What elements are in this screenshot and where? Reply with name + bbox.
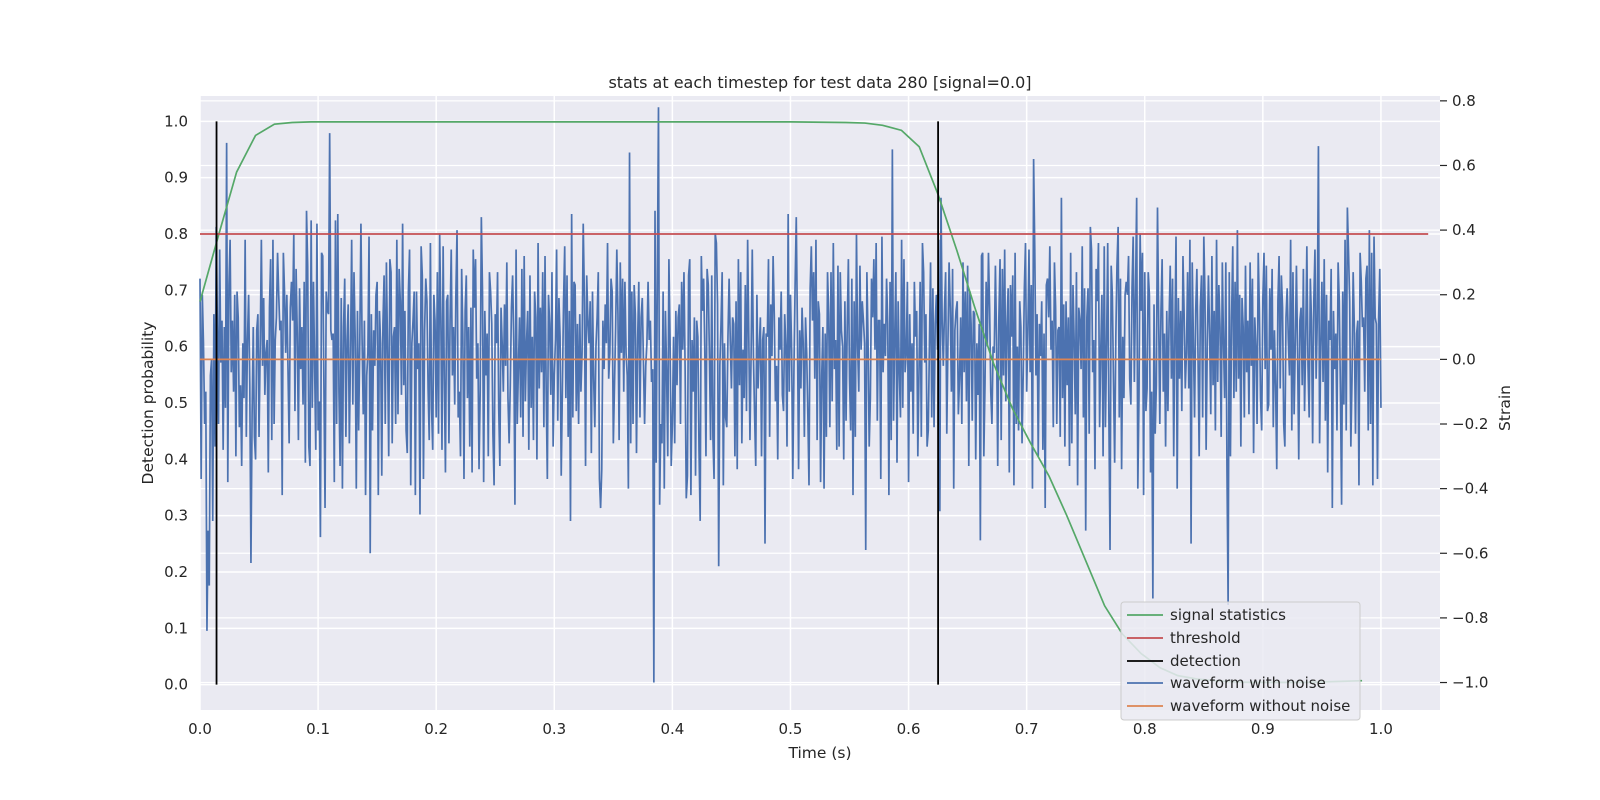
y2-tick-label: −0.4 [1452, 480, 1488, 498]
y2-tick-label: 0.0 [1452, 350, 1476, 368]
y2-tick-label: −0.2 [1452, 415, 1488, 433]
legend-item-detection: detection [1127, 652, 1241, 670]
x-tick-label: 0.1 [306, 720, 330, 738]
y2-tick-label: 0.6 [1452, 156, 1476, 174]
x-tick-label: 0.0 [188, 720, 212, 738]
legend-item-waveform-without-noise: waveform without noise [1127, 697, 1350, 715]
chart-title: stats at each timestep for test data 280… [608, 73, 1031, 92]
y2-tick-label: 0.2 [1452, 286, 1476, 304]
series-line-waveform-with-noise [199, 107, 1382, 683]
y2-tick-label: −0.8 [1452, 609, 1488, 627]
x-tick-label: 1.0 [1369, 720, 1393, 738]
y-tick-label: 0.7 [164, 281, 188, 299]
x-tick-label: 0.7 [1015, 720, 1039, 738]
legend-box [1120, 601, 1361, 721]
x-tick-label: 0.8 [1133, 720, 1157, 738]
y2-tick-label: −1.0 [1452, 674, 1488, 692]
x-tick-label: 0.3 [542, 720, 566, 738]
legend-label-waveform-without-noise: waveform without noise [1170, 697, 1350, 715]
y-tick-label: 0.5 [164, 394, 188, 412]
legend-item-threshold: threshold [1127, 629, 1241, 647]
x-tick-label: 0.6 [897, 720, 921, 738]
y2-tick-label: 0.4 [1452, 221, 1476, 239]
y2-axis-ticks: −1.0 −0.8 −0.6 −0.4 −0.2 0.0 0.2 0.4 0.6 0.8 [1440, 92, 1488, 692]
legend-item-signal-statistics: signal statistics [1127, 606, 1286, 624]
y-tick-label: 1.0 [164, 112, 188, 130]
legend-label-detection: detection [1170, 652, 1241, 670]
y-tick-label: 0.6 [164, 338, 188, 356]
x-axis-ticks: 0.0 0.1 0.2 0.3 0.4 0.5 0.6 0.7 0.8 0.9 1.0 [188, 720, 1393, 738]
y-tick-label: 0.3 [164, 507, 188, 525]
x-tick-label: 0.4 [660, 720, 684, 738]
legend-label-signal-statistics: signal statistics [1170, 606, 1286, 624]
legend-label-waveform-with-noise: waveform with noise [1170, 674, 1326, 692]
y-tick-label: 0.1 [164, 619, 188, 637]
y-axis-ticks: 0.0 0.1 0.2 0.3 0.4 0.5 0.6 0.7 0.8 0.9 1.0 [164, 112, 188, 693]
legend-item-waveform-with-noise: waveform with noise [1127, 674, 1326, 692]
detection-lines [215, 121, 939, 685]
y-tick-label: 0.9 [164, 169, 188, 187]
x-axis-label: Time (s) [787, 744, 851, 762]
y-tick-label: 0.8 [164, 225, 188, 243]
x-tick-label: 0.2 [424, 720, 448, 738]
x-tick-label: 0.9 [1251, 720, 1275, 738]
y2-axis-label: Strain [1496, 385, 1514, 431]
legend: signal statistics threshold detection wa… [1120, 601, 1361, 721]
y-tick-label: 0.4 [164, 450, 188, 468]
y-tick-label: 0.2 [164, 563, 188, 581]
y2-tick-label: 0.8 [1452, 92, 1476, 110]
y-axis-label: Detection probability [139, 322, 157, 485]
y-tick-label: 0.0 [164, 676, 188, 694]
y2-tick-label: −0.6 [1452, 544, 1488, 562]
legend-label-threshold: threshold [1170, 629, 1241, 647]
x-tick-label: 0.5 [779, 720, 803, 738]
